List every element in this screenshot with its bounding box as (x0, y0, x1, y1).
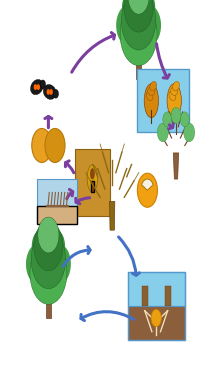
Ellipse shape (90, 168, 95, 179)
Ellipse shape (43, 85, 56, 99)
FancyBboxPatch shape (136, 52, 141, 79)
Circle shape (124, 0, 153, 32)
Ellipse shape (173, 81, 180, 91)
Circle shape (32, 128, 52, 163)
FancyBboxPatch shape (165, 286, 170, 306)
Circle shape (120, 3, 157, 66)
Circle shape (163, 112, 172, 127)
Polygon shape (173, 153, 179, 179)
FancyBboxPatch shape (75, 149, 110, 216)
Circle shape (121, 0, 156, 50)
Ellipse shape (167, 84, 181, 117)
FancyBboxPatch shape (37, 179, 77, 224)
Circle shape (45, 128, 65, 163)
Circle shape (50, 89, 53, 95)
Circle shape (47, 244, 71, 284)
Circle shape (116, 5, 140, 46)
FancyBboxPatch shape (128, 272, 185, 306)
Circle shape (157, 123, 168, 142)
Circle shape (184, 123, 195, 142)
Circle shape (53, 90, 59, 98)
Circle shape (122, 0, 142, 25)
Circle shape (135, 0, 155, 25)
Ellipse shape (171, 87, 178, 95)
Circle shape (137, 5, 161, 46)
Wedge shape (142, 179, 153, 190)
FancyBboxPatch shape (46, 291, 51, 318)
Ellipse shape (144, 84, 158, 117)
FancyBboxPatch shape (142, 286, 148, 306)
Polygon shape (110, 201, 115, 230)
FancyBboxPatch shape (137, 69, 189, 132)
Circle shape (40, 80, 46, 89)
Circle shape (47, 89, 50, 95)
Ellipse shape (146, 91, 153, 101)
FancyBboxPatch shape (37, 206, 77, 224)
Circle shape (26, 244, 50, 284)
Ellipse shape (87, 165, 98, 192)
FancyBboxPatch shape (128, 306, 185, 340)
Circle shape (137, 173, 158, 207)
Circle shape (45, 229, 65, 263)
Circle shape (30, 242, 67, 304)
Ellipse shape (150, 81, 157, 91)
Ellipse shape (148, 87, 155, 95)
Ellipse shape (169, 91, 176, 101)
Circle shape (31, 231, 66, 289)
Circle shape (151, 309, 161, 327)
Circle shape (34, 84, 37, 90)
Ellipse shape (31, 79, 43, 95)
Circle shape (34, 222, 63, 271)
Circle shape (38, 217, 59, 253)
Circle shape (171, 107, 181, 124)
Circle shape (128, 0, 149, 14)
FancyBboxPatch shape (91, 181, 94, 192)
Circle shape (180, 112, 189, 127)
Circle shape (37, 84, 40, 90)
Circle shape (32, 229, 52, 263)
